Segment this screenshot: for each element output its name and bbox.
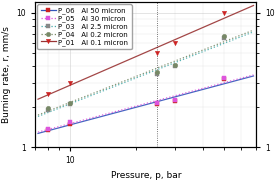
Legend: P_06   Al 50 micron, P_05   Al 30 micron, P_03   Al 2.5 micron, P_04   Al 0.2 mi: P_06 Al 50 micron, P_05 Al 30 micron, P_… [37,4,132,49]
X-axis label: Pressure, p, bar: Pressure, p, bar [111,171,181,180]
Y-axis label: Burning rate, r, mm/s: Burning rate, r, mm/s [2,26,11,123]
